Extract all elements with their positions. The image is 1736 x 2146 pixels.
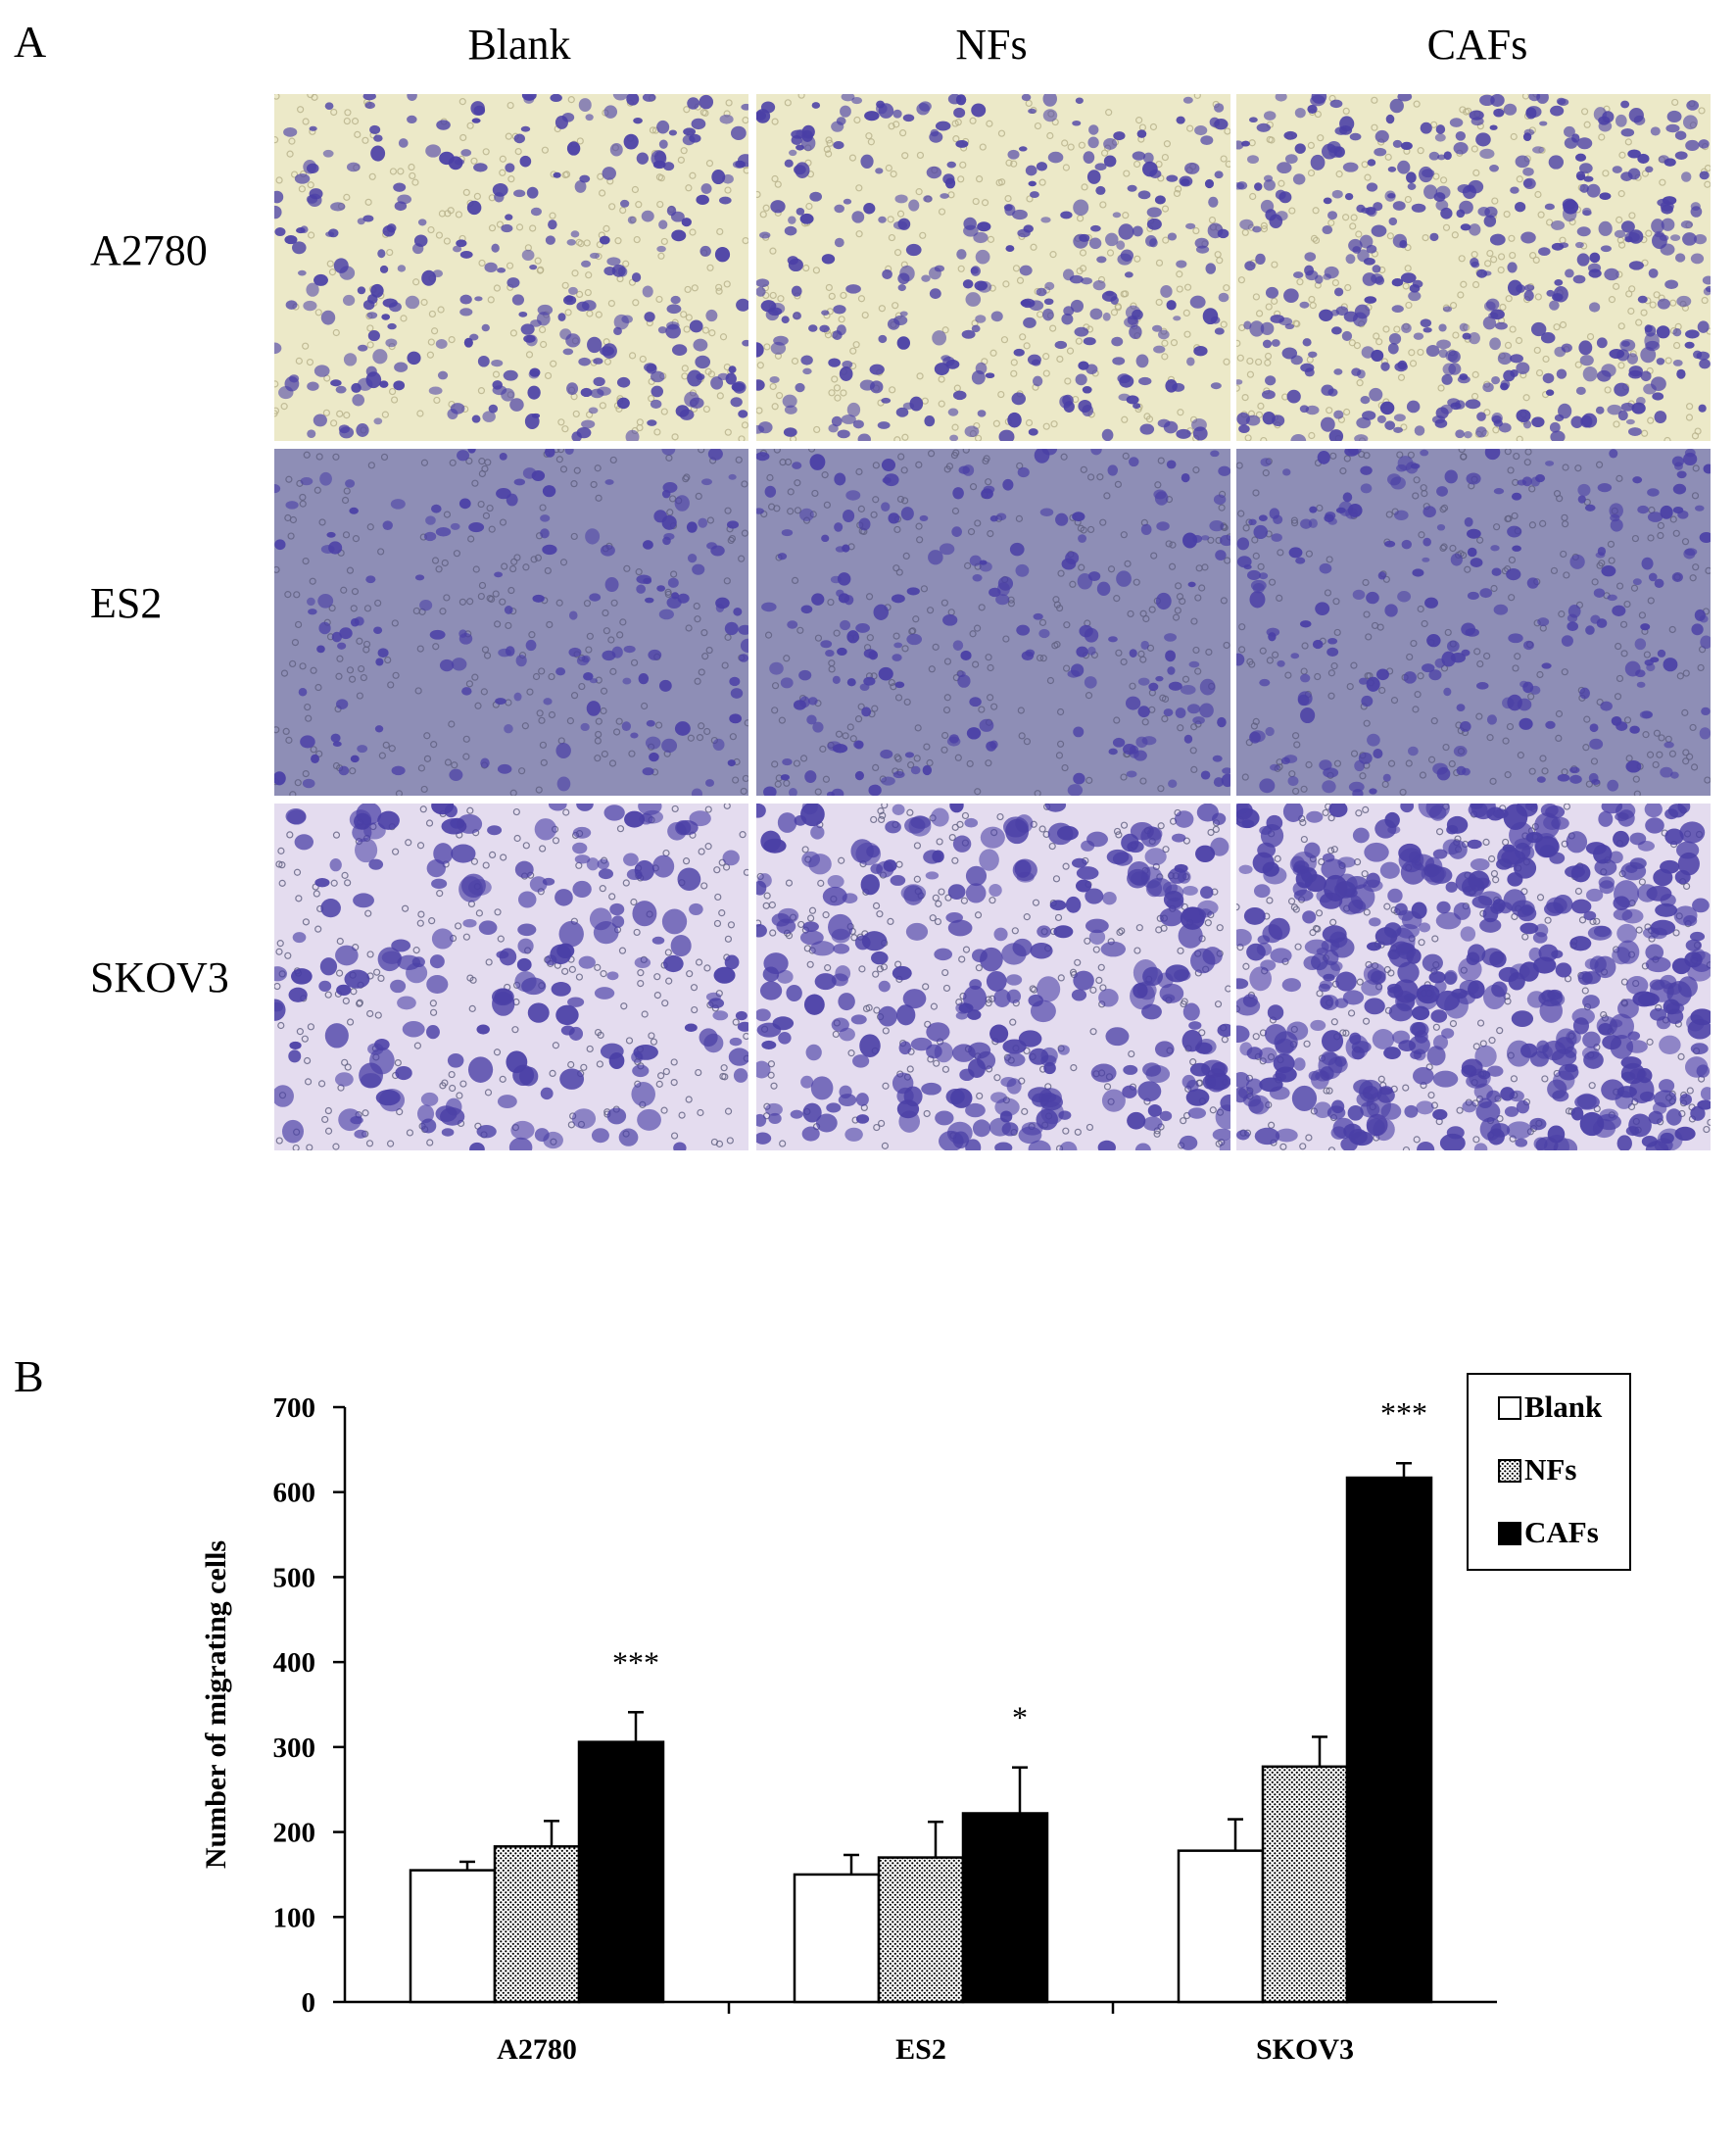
category-label-es2: ES2 (895, 2033, 946, 2066)
panel-a-label: A (14, 17, 47, 67)
significance-marker: *** (612, 1644, 659, 1680)
y-tick-label: 400 (273, 1647, 316, 1679)
legend-label-nfs: NFs (1524, 1452, 1576, 1487)
y-tick-label: 100 (273, 1902, 316, 1933)
bar-a2780-blank (409, 1869, 497, 2004)
significance-marker: *** (1380, 1395, 1427, 1431)
row-label-a2780: A2780 (90, 226, 208, 274)
category-label-a2780: A2780 (497, 2033, 577, 2066)
micrograph-a2780-nfs (756, 94, 1230, 441)
column-header-blank: Blank (467, 21, 571, 69)
bar-skov3-cafs (1345, 1476, 1433, 2004)
row-label-skov3: SKOV3 (90, 953, 229, 1001)
micrograph-es2-nfs (756, 449, 1230, 796)
bar-es2-cafs (961, 1812, 1049, 2004)
column-header-nfs: NFs (955, 21, 1028, 69)
y-tick-label: 600 (273, 1478, 316, 1509)
legend-box (1467, 1373, 1631, 1571)
micrograph-es2-blank (274, 449, 748, 796)
legend-swatch-blank (1498, 1396, 1521, 1420)
column-header-cafs: CAFs (1426, 21, 1528, 69)
bar-es2-nfs (877, 1856, 965, 2004)
bar-skov3-blank (1177, 1849, 1265, 2004)
y-tick-label: 500 (273, 1562, 316, 1593)
panel-b-label: B (14, 1351, 44, 1401)
legend-label-cafs: CAFs (1524, 1515, 1599, 1549)
legend-swatch-cafs (1498, 1522, 1521, 1545)
y-tick-label: 300 (273, 1732, 316, 1764)
y-tick-label: 0 (302, 1987, 316, 2019)
y-tick-label: 700 (273, 1392, 316, 1424)
y-tick-label: 200 (273, 1818, 316, 1849)
category-label-skov3: SKOV3 (1256, 2033, 1354, 2066)
bar-a2780-cafs (577, 1740, 665, 2004)
significance-marker: * (1012, 1700, 1028, 1735)
micrograph-skov3-nfs (756, 804, 1230, 1150)
bar-es2-blank (793, 1873, 881, 2004)
micrograph-es2-cafs (1236, 449, 1711, 796)
y-axis-title: Number of migrating cells (200, 1540, 232, 1869)
legend-swatch-nfs (1498, 1459, 1521, 1483)
micrograph-a2780-cafs (1236, 94, 1711, 441)
bar-a2780-nfs (493, 1845, 581, 2004)
row-label-es2: ES2 (90, 579, 163, 627)
micrograph-a2780-blank (274, 94, 748, 441)
legend-label-blank: Blank (1524, 1390, 1603, 1424)
migration-bar-chart: 0 100 200 300 400 500 600 700 Number of migratin… (200, 1373, 1631, 2066)
bar-skov3-nfs (1261, 1765, 1349, 2004)
micrograph-skov3-cafs (1236, 804, 1711, 1150)
micrograph-skov3-blank (274, 804, 748, 1150)
